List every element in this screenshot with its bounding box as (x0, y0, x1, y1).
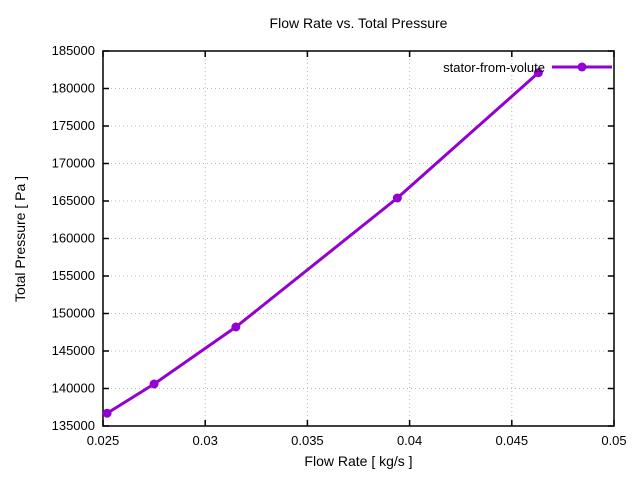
y-tick-label: 175000 (52, 118, 95, 133)
plot-border (102, 50, 615, 427)
y-tick-label: 160000 (52, 231, 95, 246)
y-tick-label: 165000 (52, 193, 95, 208)
x-tick-label: 0.05 (601, 433, 626, 448)
y-tick-label: 150000 (52, 306, 95, 321)
legend-point-marker (577, 62, 587, 72)
y-tick-label: 155000 (52, 268, 95, 283)
data-point-marker (102, 408, 112, 418)
x-tick-label: 0.035 (291, 433, 324, 448)
x-tick-label: 0.045 (496, 433, 529, 448)
y-tick-label: 145000 (52, 343, 95, 358)
x-tick-label: 0.03 (193, 433, 218, 448)
y-axis-label: Total Pressure [ Pa ] (12, 175, 28, 303)
x-tick-label: 0.025 (87, 433, 120, 448)
y-tick-label: 180000 (52, 81, 95, 96)
x-tick-label: 0.04 (397, 433, 422, 448)
series-line (105, 71, 540, 415)
data-point-marker (149, 379, 159, 389)
data-point-marker (533, 68, 543, 78)
data-point-marker (392, 193, 402, 203)
chart-title: Flow Rate vs. Total Pressure (269, 15, 448, 31)
legend-series-label: stator-from-volute (443, 60, 545, 75)
y-tick-label: 140000 (52, 381, 95, 396)
x-axis-label: Flow Rate [ kg/s ] (304, 453, 413, 469)
y-tick-label: 170000 (52, 156, 95, 171)
y-tick-label: 135000 (52, 418, 95, 433)
y-tick-label: 185000 (52, 43, 95, 58)
data-point-marker (231, 322, 241, 332)
